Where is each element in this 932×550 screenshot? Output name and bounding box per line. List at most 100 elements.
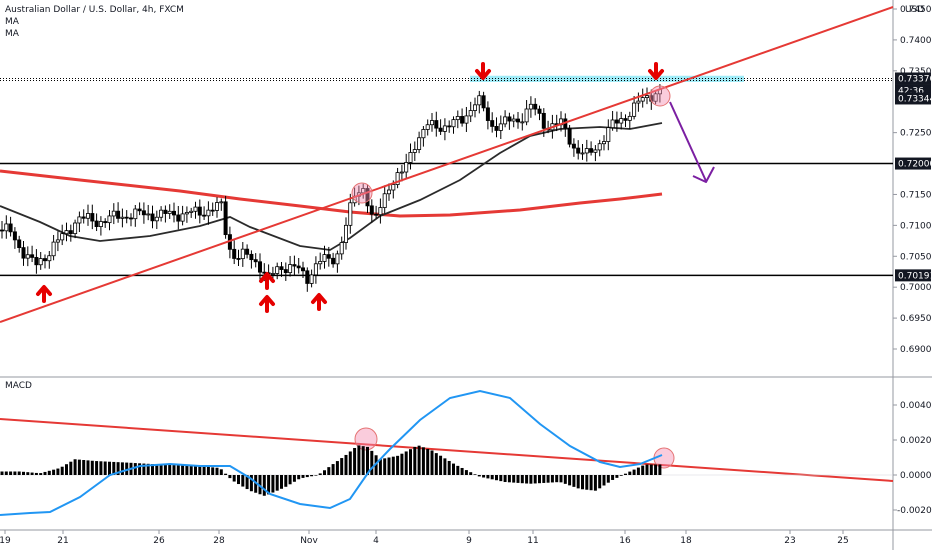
macd-histogram-bar [335,461,339,475]
candle-body [137,208,142,212]
candle-body [94,220,99,227]
macd-histogram-bar [237,475,240,485]
candle-body [331,257,336,265]
macd-histogram-bar [9,471,13,475]
candle-body [98,221,103,227]
red-up-arrow [311,293,327,311]
candle-body [159,209,164,218]
candle-body [107,215,112,224]
macd-histogram-bar [417,445,421,475]
candle-body [485,107,490,121]
candle-body [189,210,194,213]
macd-histogram-bar [520,475,524,484]
candle-body [399,171,404,174]
macd-histogram-bar [370,450,374,475]
macd-histogram-bar [409,449,412,475]
macd-histogram-bar [555,475,559,483]
time-tick-label: 23 [784,536,795,546]
macd-histogram-bar [447,460,451,475]
macd-histogram-bar [499,475,503,482]
macd-histogram-bar [348,451,352,475]
candle-body [442,125,447,132]
candle-body [580,152,585,155]
candle-body [313,263,318,276]
candle-body [468,110,473,117]
candle-body [524,108,529,123]
macd-histogram-bar [73,459,77,475]
candle-body [68,230,73,235]
macd-histogram-bar [482,475,486,478]
candle-body [25,254,30,259]
macd-histogram-bar [619,475,623,476]
macd-histogram-bar [30,472,34,475]
macd-legend[interactable]: MACD [5,381,32,391]
red-down-arrow [475,62,491,80]
time-tick-label: 9 [466,536,472,546]
candle-body [533,103,538,110]
candle-body [447,125,452,128]
macd-histogram-bar [292,475,296,482]
macd-histogram-bar [503,475,507,483]
macd-histogram-bar [396,455,400,475]
candle-body [434,120,439,129]
candle-body [614,119,619,124]
candle-body [202,214,207,217]
macd-histogram-bar [310,475,314,477]
macd-histogram-bar [495,475,498,481]
candle-body [589,148,594,153]
macd-histogram-bar [99,461,103,475]
macd-histogram-bar [82,460,86,475]
candle-body [34,257,39,266]
candle-body [335,253,340,265]
candle-body [636,100,641,104]
macd-histogram-bar [473,474,477,475]
red-up-arrow [36,285,52,303]
highlight-circle [351,182,373,204]
ma-legend-1[interactable]: MA [5,17,20,27]
price-tags: 0.73376 42:360.73344 0.72000 0.70191 [895,72,932,282]
candle-body [210,209,215,212]
macd-histogram-bar [374,455,378,475]
ma-legend-2[interactable]: MA [5,29,20,39]
macd-histogram-bar [327,467,331,475]
macd-histogram-bar [146,463,150,475]
macd-histogram-bar [460,467,464,475]
candle-body [193,206,198,212]
candle-body [232,248,237,259]
candle-body [150,213,155,222]
macd-histogram-bar [585,475,589,490]
candle-body [576,147,581,154]
macd-histogram-bar [215,467,219,475]
macd-histogram-bar [439,455,443,475]
candle-body [270,273,275,275]
macd-histogram-bar [181,465,185,475]
macd-histogram-bar [464,470,468,475]
macd-histogram-bar [39,473,43,475]
macd-histogram-bar [103,461,107,475]
candle-body [378,207,383,216]
time-tick-label: Nov [300,536,318,546]
macd-histogram-bar [378,459,382,475]
macd-histogram-bar [125,462,129,475]
candle-body [343,224,348,243]
macd-histogram-bar [69,461,73,475]
highlight-circle [649,85,671,107]
price-tag-box [895,72,931,85]
macd-histogram-bar [353,447,357,475]
macd-histogram-bar [43,471,47,475]
currency-label: USD [905,5,924,15]
candle-body [391,184,396,191]
macd-histogram-bar [628,471,632,475]
macd-histogram-bar [486,475,490,479]
candle-body [503,116,508,125]
macd-histogram-bar [202,466,206,475]
